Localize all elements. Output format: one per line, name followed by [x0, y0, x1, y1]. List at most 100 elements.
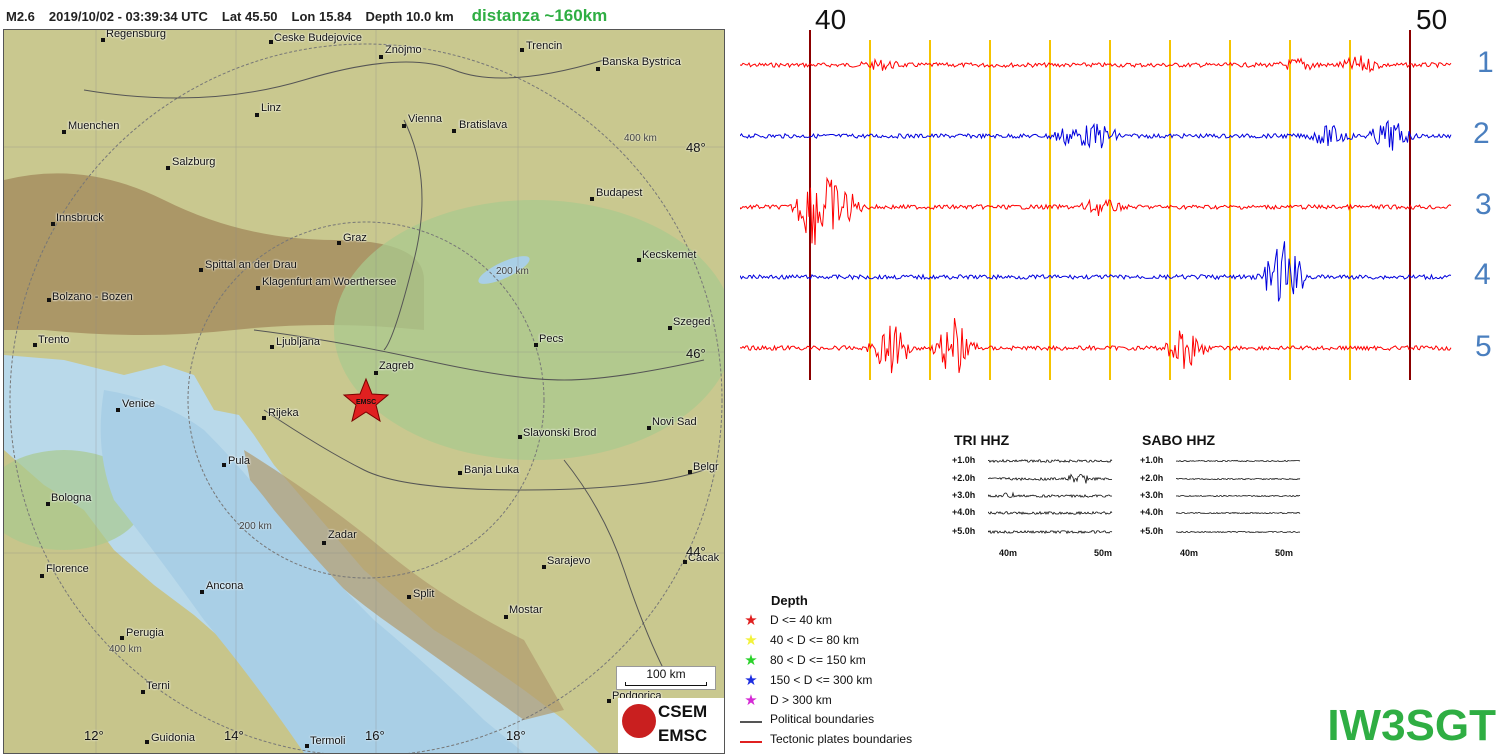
event-datetime: 2019/10/02 - 03:39:34 UTC: [48, 8, 208, 24]
legend-item: Political boundaries: [740, 710, 874, 728]
city-label: Termoli: [310, 735, 346, 747]
mini-row-label: +5.0h: [1140, 526, 1164, 536]
mini-x-label: 40m: [999, 548, 1018, 558]
political-boundaries: [83, 59, 705, 671]
city-label: Venice: [122, 398, 156, 410]
lon-label: 18°: [506, 728, 526, 743]
legend-label: D <= 40 km: [770, 613, 833, 627]
city-label: Muenchen: [68, 120, 120, 132]
ring-label: 400 km: [624, 133, 657, 144]
mini-x-label: 50m: [1094, 548, 1113, 558]
trace-line: [740, 119, 1452, 151]
city-label: Bolzano - Bozen: [52, 291, 133, 303]
legend-item: ★ 40 < D <= 80 km: [740, 631, 859, 649]
yellow-star-icon: ★: [744, 632, 758, 649]
city-label: Bologna: [51, 492, 92, 504]
mini-trace: [1176, 494, 1301, 498]
lake-balaton: [478, 256, 530, 284]
city-label: Kecskemet: [642, 249, 697, 261]
mini-row-label: +1.0h: [1140, 455, 1164, 465]
latitude: Lat 45.50: [221, 8, 278, 24]
city-label: Trento: [38, 334, 70, 346]
logo-text-bottom: EMSC: [658, 726, 708, 745]
adriatic-sea: [100, 390, 525, 753]
trace-number: 2: [1473, 117, 1490, 150]
scale-bar: 100 km: [616, 666, 716, 690]
epicenter-map[interactable]: Regensburg Ceske Budejovice Znojmo Trenc…: [3, 29, 725, 754]
city-label: Budapest: [596, 187, 643, 199]
lon-label: 12°: [84, 728, 104, 743]
distance: distanza ~160km: [471, 6, 608, 25]
ring-200km: [187, 221, 545, 579]
legend-label: Tectonic plates boundaries: [770, 732, 913, 746]
seismogram-panel: 40 50 1 2 3 4 5: [740, 0, 1500, 390]
city-label: Guidonia: [151, 732, 196, 744]
legend-label: Political boundaries: [770, 712, 875, 726]
mini-trace: [1176, 477, 1301, 481]
city-label: Banska Bystrica: [602, 56, 681, 68]
city-label: Bratislava: [459, 119, 508, 131]
city-label: Salzburg: [172, 156, 216, 168]
trace-number: 3: [1475, 188, 1492, 221]
city-label: Klagenfurt am Woerthersee: [262, 276, 397, 288]
legend-item: ★ D <= 40 km: [740, 611, 832, 629]
depth: Depth 10.0 km: [365, 8, 454, 24]
mini-row-label: +3.0h: [1140, 490, 1164, 500]
mini-row-label: +1.0h: [952, 455, 976, 465]
city-label: Perugia: [126, 627, 164, 639]
lon-label: 16°: [365, 728, 385, 743]
city-label: Banja Luka: [464, 464, 520, 476]
city-label: Graz: [343, 232, 367, 244]
mini-traces: [988, 458, 1113, 535]
city-label: Innsbruck: [56, 212, 104, 224]
legend-label: 80 < D <= 150 km: [770, 653, 866, 667]
city-label: Rijeka: [268, 407, 299, 419]
city-label: Linz: [261, 102, 282, 114]
pannonian-plain: [334, 200, 724, 460]
trace-number: 4: [1474, 258, 1491, 291]
epicenter-label: EMSC: [356, 399, 377, 406]
mini-trace: [1176, 511, 1301, 515]
lat-label: 48°: [686, 140, 706, 155]
legend-item: ★ 150 < D <= 300 km: [740, 671, 872, 689]
lat-label: 46°: [686, 346, 706, 361]
trace-line: [740, 55, 1452, 74]
city-label: Cacak: [688, 552, 720, 564]
mini-row-label: +4.0h: [952, 507, 976, 517]
csem-emsc-logo: CSEM EMSC: [618, 698, 724, 753]
city-label: Ancona: [206, 580, 244, 592]
magenta-star-icon: ★: [744, 692, 758, 709]
legend-item: ★ 80 < D <= 150 km: [740, 651, 866, 669]
mini-trace: [988, 458, 1113, 463]
legend-label: 150 < D <= 300 km: [770, 673, 873, 687]
x-label: 50: [1416, 4, 1448, 35]
ring-label: 200 km: [496, 266, 529, 277]
city-label: Sarajevo: [547, 555, 591, 567]
city-label: Terni: [146, 680, 170, 692]
graticule: [4, 30, 724, 753]
alps-ridge: [4, 173, 424, 335]
globe-icon: [622, 704, 656, 738]
city-label: Pula: [228, 455, 251, 467]
mini-row-label: +2.0h: [1140, 473, 1164, 483]
city-label: Ljubljana: [276, 336, 321, 348]
mini-seismogram-tri: TRI HHZ +1.0h +2.0h +3.0h +4.0h +5.0h 40…: [952, 432, 1122, 562]
trace-number: 5: [1475, 330, 1492, 363]
mini-row-label: +5.0h: [952, 526, 976, 536]
legend-label: 40 < D <= 80 km: [770, 633, 860, 647]
mini-row-label: +4.0h: [1140, 507, 1164, 517]
lon-label: 14°: [224, 728, 244, 743]
city-label: Zadar: [328, 529, 357, 541]
gray-line-icon: [740, 711, 762, 728]
longitude: Lon 15.84: [291, 8, 352, 24]
mini-traces: [1176, 459, 1301, 534]
city-label: Vienna: [408, 113, 443, 125]
mini-row-label: +2.0h: [952, 473, 976, 483]
mini-title: SABO HHZ: [1142, 432, 1216, 448]
x-label: 40: [815, 4, 847, 35]
lat-label: 44°: [686, 544, 706, 559]
trace-line: [740, 318, 1452, 374]
legend-item: ★ D > 300 km: [740, 691, 831, 709]
legend-title: Depth: [771, 593, 808, 608]
mini-trace: [988, 510, 1113, 516]
